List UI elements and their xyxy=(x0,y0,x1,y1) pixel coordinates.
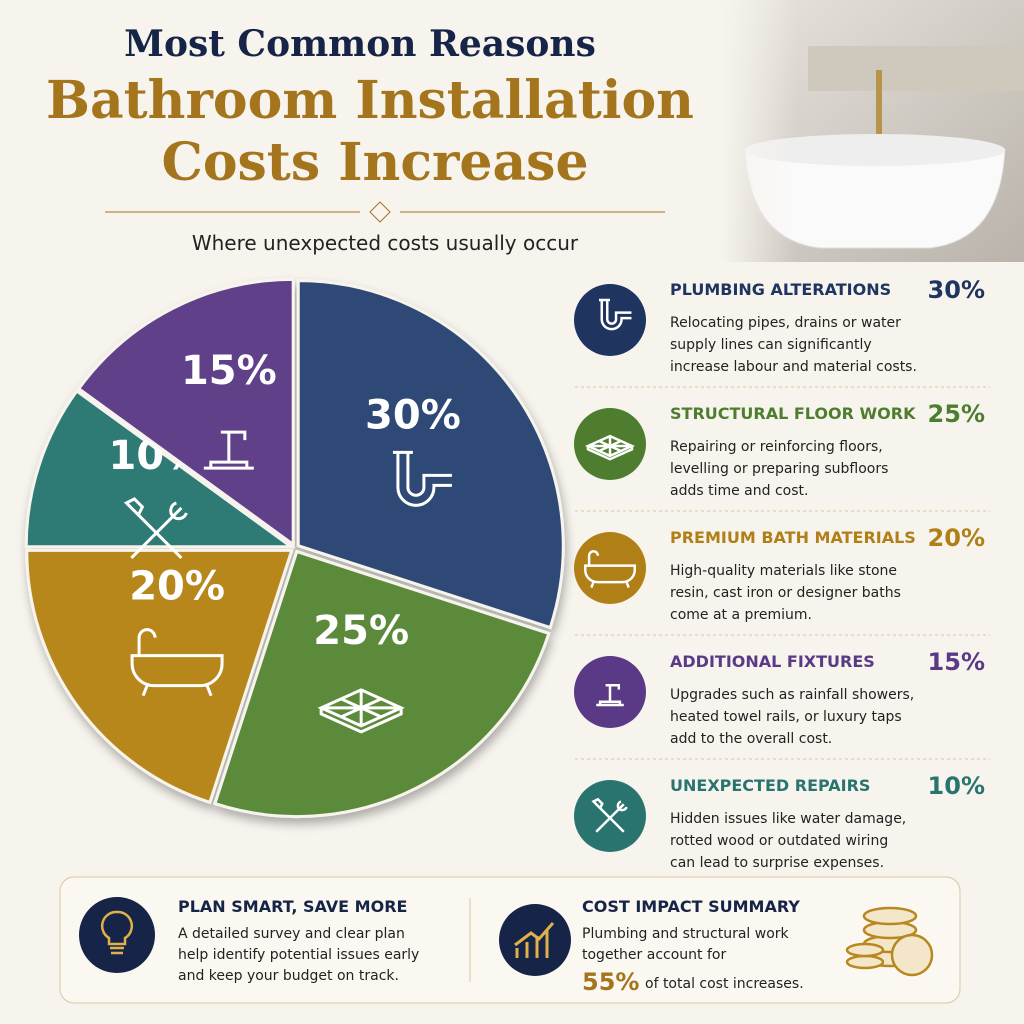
factor-title: PLUMBING ALTERATIONS xyxy=(670,280,891,299)
factor-text: Repairing or reinforcing floors, xyxy=(670,439,883,455)
factor-icon-bg xyxy=(574,284,646,356)
title: Costs Increase xyxy=(161,132,588,193)
pie-slice xyxy=(24,388,296,549)
tip-title: PLAN SMART, SAVE MORE xyxy=(178,897,407,916)
factor-icon xyxy=(596,683,624,707)
factor-icon xyxy=(591,797,628,833)
factor-text: Upgrades such as rainfall showers, xyxy=(670,687,914,703)
tip-text: and keep your budget on track. xyxy=(178,968,399,984)
footer: PLAN SMART, SAVE MORE A detailed survey … xyxy=(59,876,961,1004)
factor-text: come at a premium. xyxy=(670,607,812,623)
summary-highlight: 55% xyxy=(582,968,639,996)
slice-label: 15% xyxy=(181,348,277,394)
factor-text: Relocating pipes, drains or water xyxy=(670,315,901,331)
slice-label: 20% xyxy=(129,564,225,610)
factor-text: adds time and cost. xyxy=(670,483,808,499)
factor-percent: 25% xyxy=(928,400,985,428)
slice-label: 25% xyxy=(313,608,409,654)
factor-text: Hidden issues like water damage, xyxy=(670,811,906,827)
factor-text: supply lines can significantly xyxy=(670,337,872,353)
factor-icon xyxy=(584,550,636,589)
factor-text: add to the overall cost. xyxy=(670,731,832,747)
factor-text: increase labour and material costs. xyxy=(670,359,917,375)
factor-title: UNEXPECTED REPAIRS xyxy=(670,776,870,795)
factor-title: ADDITIONAL FIXTURES xyxy=(670,652,875,671)
factor-list: PLUMBING ALTERATIONS 30% Relocating pipes,… xyxy=(574,276,990,871)
slice-icon xyxy=(317,688,405,734)
pie-slice xyxy=(296,279,565,630)
factor-percent: 10% xyxy=(928,772,985,800)
factor-title: STRUCTURAL FLOOR WORK xyxy=(670,404,916,423)
factor-icon-bg xyxy=(574,780,646,852)
factor-text: rotted wood or outdated wiring xyxy=(670,833,888,849)
title: Most Common Reasons xyxy=(124,23,596,65)
factor-text: resin, cast iron or designer baths xyxy=(670,585,901,601)
factor-text: levelling or preparing subfloors xyxy=(670,461,888,477)
factor-percent: 20% xyxy=(928,524,985,552)
bath-photo xyxy=(720,0,1024,262)
pie-slice xyxy=(213,549,551,819)
pie-slice xyxy=(25,548,294,805)
slice-icon xyxy=(123,497,188,560)
slice-icon xyxy=(203,430,254,470)
summary-text: together account for xyxy=(582,947,726,963)
tip-text: A detailed survey and clear plan xyxy=(178,926,405,942)
title: Bathroom Installation xyxy=(46,70,694,131)
divider xyxy=(105,201,665,223)
slice-icon xyxy=(392,450,452,507)
pie: 30%25%20%10%15% xyxy=(24,277,565,819)
subtitle: Where unexpected costs usually occur xyxy=(192,231,579,255)
summary-text: of total cost increases. xyxy=(645,976,804,992)
slice-label: 30% xyxy=(365,392,461,438)
factor-text: heated towel rails, or luxury taps xyxy=(670,709,902,725)
tip-text: help identify potential issues early xyxy=(178,947,419,963)
summary-title: COST IMPACT SUMMARY xyxy=(582,897,800,916)
factor-percent: 30% xyxy=(928,276,985,304)
summary-text: Plumbing and structural work xyxy=(582,926,790,942)
factor-text: can lead to surprise expenses. xyxy=(670,855,884,871)
slice-icon xyxy=(130,628,224,697)
factor-text: High-quality materials like stone xyxy=(670,563,897,579)
factor-icon xyxy=(598,298,632,331)
factor-percent: 15% xyxy=(928,648,985,676)
pie-slice xyxy=(76,277,295,548)
factor-icon xyxy=(584,434,636,461)
factor-title: PREMIUM BATH MATERIALS xyxy=(670,528,916,547)
